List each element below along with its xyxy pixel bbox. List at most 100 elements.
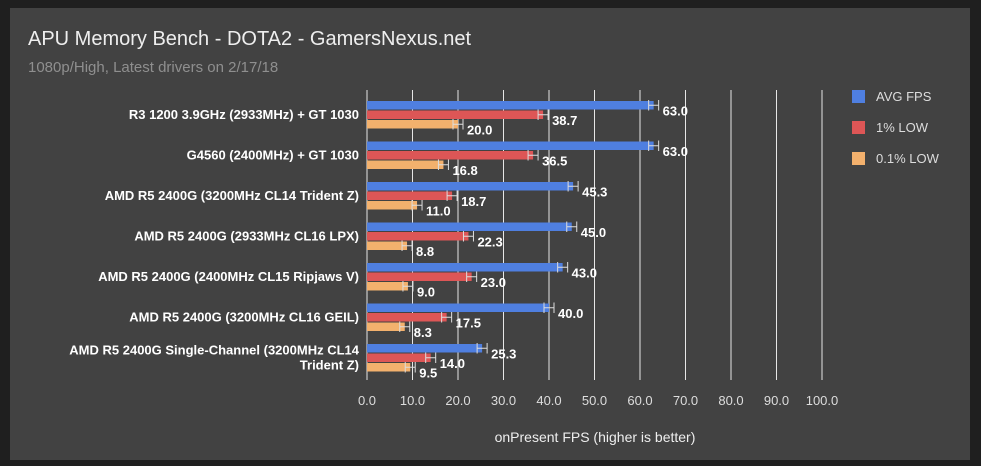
x-tick-label: 10.0 [400, 393, 425, 408]
bar [367, 282, 408, 291]
bar [367, 110, 544, 119]
bar [367, 160, 444, 169]
data-label: 45.0 [581, 225, 606, 240]
data-label: 38.7 [552, 113, 577, 128]
bar [367, 272, 472, 281]
data-label: 40.0 [558, 306, 583, 321]
error-bar [648, 100, 660, 111]
bar [367, 353, 431, 362]
data-label: 36.5 [542, 153, 567, 168]
bar [367, 222, 572, 231]
category-label-line: Trident Z) [300, 357, 359, 372]
data-label: 9.0 [417, 284, 435, 299]
error-bar [402, 281, 414, 292]
x-tick-label: 90.0 [764, 393, 789, 408]
gridlines [366, 90, 823, 380]
bar [367, 313, 447, 322]
error-bar [399, 321, 411, 332]
category-label: AMD R5 2400G (3200MHz CL16 GEIL) [129, 309, 359, 324]
x-axis-title: onPresent FPS (higher is better) [495, 429, 696, 445]
category-label: R3 1200 3.9GHz (2933MHz) + GT 1030 [129, 107, 359, 122]
bar [367, 344, 483, 353]
chart-panel: APU Memory Bench - DOTA2 - GamersNexus.n… [10, 8, 970, 460]
category-label-line: R3 1200 3.9GHz (2933MHz) + GT 1030 [129, 107, 359, 122]
error-bar [466, 271, 478, 282]
legend-entry: AVG FPS [876, 89, 932, 104]
category-label-line: AMD R5 2400G Single-Channel (3200MHz CL1… [69, 342, 359, 357]
bars [367, 100, 660, 373]
chart-subtitle: 1080p/High, Latest drivers on 2/17/18 [28, 59, 278, 76]
x-tick-label: 80.0 [718, 393, 743, 408]
category-label: AMD R5 2400G (3200MHz CL14 Trident Z) [105, 188, 359, 203]
data-label: 63.0 [663, 103, 688, 118]
error-bar [567, 181, 579, 192]
legend-swatch [852, 152, 865, 165]
error-bar [411, 200, 423, 211]
bar [367, 120, 458, 129]
data-label: 45.3 [582, 184, 607, 199]
bar [367, 191, 453, 200]
data-label: 9.5 [419, 365, 437, 380]
bar [367, 201, 418, 210]
error-bar [462, 231, 474, 242]
bar [367, 232, 469, 241]
error-bar [441, 312, 453, 323]
x-tick-label: 0.0 [358, 393, 376, 408]
data-label: 23.0 [481, 275, 506, 290]
bar [367, 363, 411, 372]
error-bar [543, 302, 555, 313]
legend-swatch [852, 90, 865, 103]
value-labels: 63.0 63.0 45.3 45.0 43.0 40.0 25.3 38.7 36.5 18.7… [414, 103, 688, 380]
data-label: 8.3 [414, 325, 432, 340]
data-label: 18.7 [461, 194, 486, 209]
category-label-line: AMD R5 2400G (2400MHz CL15 Ripjaws V) [98, 269, 359, 284]
x-tick-label: 50.0 [582, 393, 607, 408]
category-label: AMD R5 2400G (2933MHz CL16 LPX) [134, 228, 359, 243]
x-tick-label: 60.0 [627, 393, 652, 408]
bar [367, 263, 563, 272]
category-label: AMD R5 2400G (2400MHz CL15 Ripjaws V) [98, 269, 359, 284]
legend: AVG FPS 1% LOW 0.1% LOW [852, 89, 940, 166]
category-labels: R3 1200 3.9GHz (2933MHz) + GT 1030 G4560 … [69, 107, 359, 373]
x-tick-label: 100.0 [806, 393, 839, 408]
category-label-line: G4560 (2400MHz) + GT 1030 [187, 147, 359, 162]
data-label: 25.3 [491, 346, 516, 361]
data-label: 20.0 [467, 122, 492, 137]
error-bar [404, 362, 416, 373]
category-label-line: AMD R5 2400G (3200MHz CL14 Trident Z) [105, 188, 359, 203]
category-label-line: AMD R5 2400G (3200MHz CL16 GEIL) [129, 309, 359, 324]
x-tick-label: 70.0 [673, 393, 698, 408]
error-bar [476, 343, 488, 354]
bar [367, 151, 534, 160]
data-label: 43.0 [572, 265, 597, 280]
error-bar [452, 119, 464, 130]
error-bar [446, 190, 458, 201]
category-label-line: AMD R5 2400G (2933MHz CL16 LPX) [134, 228, 359, 243]
chart-title: APU Memory Bench - DOTA2 - GamersNexus.n… [28, 28, 472, 50]
data-label: 22.3 [477, 234, 502, 249]
category-label: AMD R5 2400G Single-Channel (3200MHz CL1… [69, 342, 359, 372]
error-bar [527, 150, 539, 161]
x-axis-ticks: 0.0 10.0 20.0 30.0 40.0 50.0 60.0 70.0 80.0 90.0 1… [358, 393, 838, 408]
error-bar [537, 109, 549, 120]
bar [367, 303, 549, 312]
legend-entry: 1% LOW [876, 120, 929, 135]
data-label: 16.8 [452, 163, 477, 178]
bar [367, 241, 408, 250]
bar [367, 141, 654, 150]
error-bar [566, 221, 578, 232]
category-label: G4560 (2400MHz) + GT 1030 [187, 147, 359, 162]
legend-entry: 0.1% LOW [876, 151, 940, 166]
error-bar [648, 140, 660, 151]
data-label: 14.0 [440, 356, 465, 371]
error-bar [437, 159, 449, 170]
error-bar [557, 262, 569, 273]
bar-chart: APU Memory Bench - DOTA2 - GamersNexus.n… [28, 28, 940, 445]
error-bar [425, 352, 437, 363]
data-label: 8.8 [416, 244, 434, 259]
legend-swatch [852, 121, 865, 134]
x-tick-label: 40.0 [536, 393, 561, 408]
bar [367, 182, 574, 191]
x-tick-label: 30.0 [491, 393, 516, 408]
error-bar [401, 240, 413, 251]
